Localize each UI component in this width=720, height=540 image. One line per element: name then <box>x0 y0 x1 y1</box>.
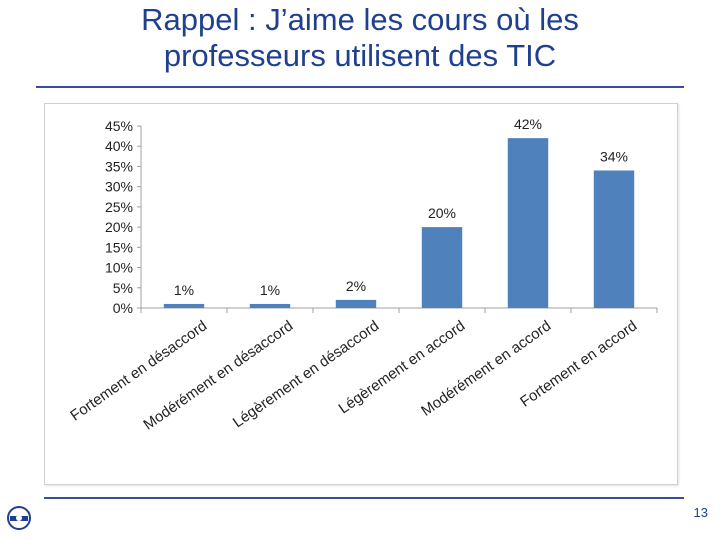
y-tick-label: 45% <box>105 118 133 134</box>
y-tick-label: 10% <box>105 260 133 276</box>
slide-title: Rappel : J’aime les cours où les profess… <box>0 2 720 74</box>
data-label: 1% <box>260 282 280 298</box>
y-tick-label: 5% <box>113 280 133 296</box>
bar <box>507 138 549 308</box>
data-label: 2% <box>346 278 366 294</box>
y-tick-label: 40% <box>105 138 133 154</box>
chart-frame: 0% 5% 10% 15% 20% 25% 30% 35% 40% 45% 1% Fortement … <box>44 103 678 485</box>
y-tick-label: 25% <box>105 199 133 215</box>
data-label: 42% <box>514 116 542 132</box>
page-number: 13 <box>693 505 708 520</box>
y-tick-label: 35% <box>105 158 133 174</box>
bar <box>421 227 463 308</box>
y-tick-label: 30% <box>105 179 133 195</box>
category-label: Légèrement en désaccord <box>230 317 383 431</box>
data-label: 20% <box>428 205 456 221</box>
title-line-1: Rappel : J’aime les cours où les <box>141 2 579 37</box>
logo-icon <box>7 506 31 530</box>
bar <box>335 299 377 308</box>
bar <box>593 170 635 308</box>
title-line-2: professeurs utilisent des TIC <box>163 38 557 73</box>
bar-chart: 0% 5% 10% 15% 20% 25% 30% 35% 40% 45% 1% Fortement … <box>67 116 658 434</box>
y-tick-label: 0% <box>113 300 133 316</box>
y-tick-label: 15% <box>105 239 133 255</box>
bar <box>249 303 291 308</box>
footer-divider <box>44 497 684 499</box>
data-label: 1% <box>174 282 194 298</box>
category-label: Fortement en désaccord <box>67 317 210 424</box>
category-label: Modérément en désaccord <box>140 317 296 433</box>
data-label: 34% <box>600 148 628 164</box>
bar <box>163 303 205 308</box>
y-tick-label: 20% <box>105 219 133 235</box>
title-divider <box>36 86 684 88</box>
